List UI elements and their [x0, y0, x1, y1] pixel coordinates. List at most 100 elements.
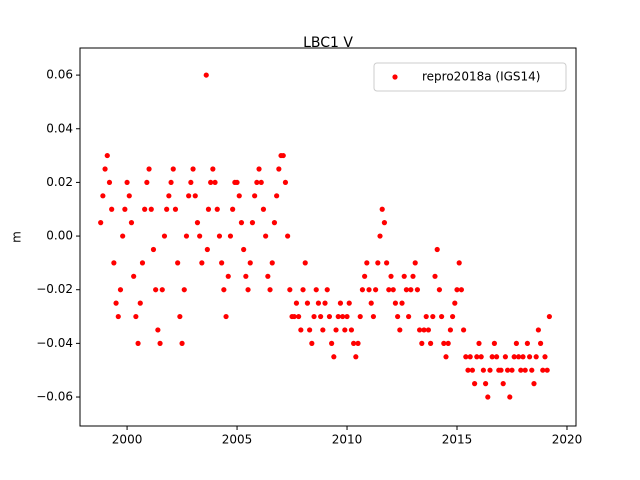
chart-title: LBC1 V: [303, 35, 353, 51]
point: [368, 300, 374, 306]
point: [210, 166, 216, 172]
point: [223, 313, 229, 320]
point: [522, 367, 528, 373]
point: [546, 313, 552, 320]
point: [461, 327, 467, 333]
point: [307, 327, 313, 333]
point: [113, 300, 119, 306]
y-tick-label: −0.02: [36, 282, 73, 296]
point: [190, 166, 196, 172]
point: [131, 273, 137, 279]
point: [335, 313, 341, 320]
point: [386, 287, 392, 293]
point: [388, 273, 394, 279]
point: [489, 354, 495, 360]
point: [164, 206, 170, 212]
point: [362, 273, 368, 279]
point: [540, 367, 546, 373]
point: [524, 340, 530, 346]
point: [243, 273, 249, 279]
point: [100, 193, 106, 199]
point: [304, 300, 311, 306]
point: [430, 313, 436, 320]
point: [282, 179, 289, 186]
point: [219, 260, 225, 266]
point: [230, 206, 236, 212]
point: [531, 381, 537, 387]
point: [331, 354, 337, 360]
point: [364, 260, 370, 266]
point: [472, 381, 478, 387]
point: [432, 273, 438, 279]
point: [428, 340, 434, 346]
point: [491, 340, 497, 346]
point: [109, 206, 115, 212]
legend-marker: [392, 74, 398, 80]
point: [120, 233, 126, 239]
point: [269, 260, 275, 266]
x-tick-label: 2020: [552, 433, 583, 447]
point: [392, 300, 399, 306]
point: [166, 193, 172, 199]
point: [408, 287, 414, 293]
point: [287, 287, 293, 293]
point: [397, 327, 403, 333]
point: [181, 287, 187, 293]
point: [425, 327, 432, 333]
legend-label: repro2018a (IGS14): [422, 70, 540, 84]
point: [227, 233, 234, 239]
point: [197, 233, 203, 239]
point: [102, 166, 108, 172]
point: [115, 313, 121, 320]
point: [142, 206, 148, 212]
point: [373, 287, 379, 293]
point: [252, 193, 258, 199]
point: [537, 340, 544, 346]
point: [214, 206, 220, 212]
point: [423, 313, 429, 320]
point: [117, 287, 124, 293]
point: [351, 340, 357, 346]
point: [463, 354, 469, 360]
point: [454, 287, 460, 293]
point: [135, 340, 141, 346]
y-tick-label: 0.04: [46, 121, 73, 135]
point: [542, 354, 548, 360]
point: [329, 340, 335, 346]
point: [144, 179, 150, 186]
point: [126, 193, 132, 199]
point: [357, 313, 363, 320]
point: [487, 367, 493, 373]
point: [98, 220, 104, 226]
point: [274, 193, 280, 199]
point: [271, 220, 278, 226]
point: [395, 313, 401, 320]
point: [263, 233, 269, 239]
point: [342, 327, 348, 333]
point: [318, 313, 324, 320]
point: [247, 260, 253, 266]
point: [293, 300, 300, 306]
point: [366, 287, 372, 293]
point: [285, 233, 291, 239]
point: [410, 273, 416, 279]
point: [104, 152, 110, 159]
point: [192, 193, 198, 199]
point: [161, 233, 168, 239]
point: [377, 233, 383, 239]
point: [412, 260, 418, 266]
point: [399, 300, 405, 306]
point: [296, 313, 302, 320]
point: [507, 394, 513, 400]
point: [324, 287, 330, 293]
point: [379, 206, 385, 212]
point: [186, 193, 192, 199]
point: [419, 340, 425, 346]
point: [406, 313, 412, 320]
point: [441, 340, 447, 346]
point: [150, 246, 157, 253]
y-tick-label: −0.04: [36, 336, 73, 350]
x-tick-label: 2010: [332, 433, 363, 447]
point: [175, 260, 181, 266]
point: [170, 166, 176, 172]
